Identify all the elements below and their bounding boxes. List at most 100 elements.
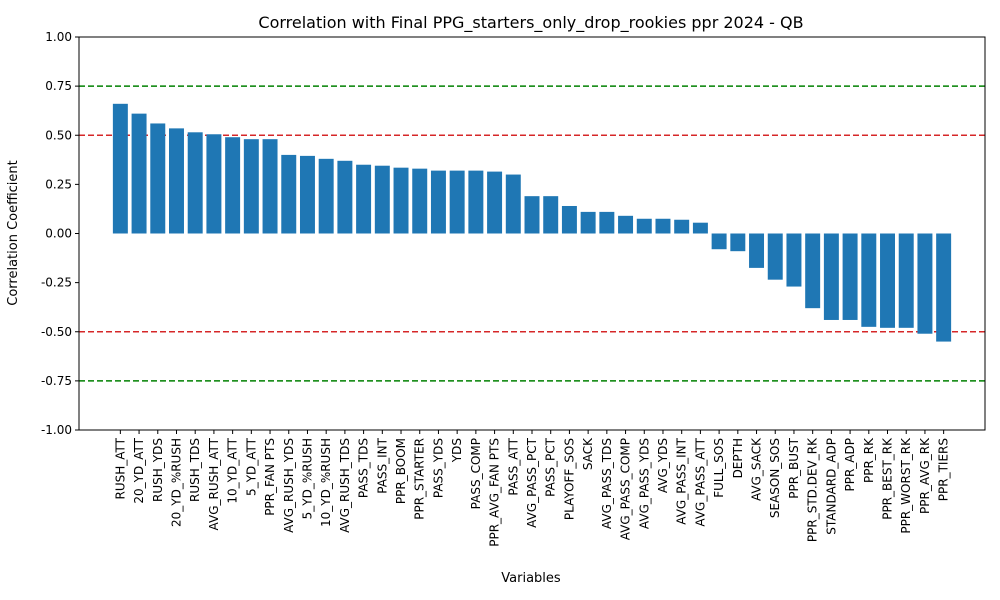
bar	[674, 219, 690, 234]
x-tick-label: PPR_STARTER	[413, 438, 427, 520]
bar	[169, 128, 184, 234]
bar	[449, 170, 465, 234]
x-tick-label: PPR_BOOM	[394, 438, 408, 504]
x-tick-label: PASS_INT	[375, 437, 389, 493]
bar	[861, 233, 877, 327]
x-tick-label: AVG_RUSH_YDS	[282, 438, 296, 533]
x-tick-label: 10_YD_ATT	[226, 437, 240, 503]
bar	[505, 174, 521, 234]
chart-title: Correlation with Final PPG_starters_only…	[258, 13, 803, 33]
x-tick-label: YDS	[450, 438, 464, 463]
y-tick-label: -0.25	[41, 276, 72, 290]
bar	[243, 139, 259, 234]
plot-frame	[78, 36, 986, 431]
bar	[337, 160, 353, 234]
x-tick-label: SEASON_SOS	[768, 438, 782, 518]
bar	[823, 233, 839, 320]
bar	[487, 171, 503, 234]
bar	[786, 233, 802, 287]
x-tick-label: 5_YD_ATT	[244, 437, 258, 496]
bars	[112, 103, 952, 342]
bar	[898, 233, 914, 328]
x-tick-label: PASS_COMP	[469, 438, 483, 509]
bar	[262, 139, 278, 234]
y-axis: -1.00 -0.75 -0.50 -0.25 0.00 0.25 0.50 0.75 1.00	[41, 30, 79, 437]
bar	[842, 233, 858, 320]
bar	[711, 233, 727, 250]
y-tick-label: 0.25	[45, 177, 72, 191]
x-tick-label: AVG_PASS_INT	[675, 437, 689, 524]
bar	[561, 205, 577, 234]
bar	[749, 233, 765, 268]
x-tick-label: AVG_PASS_YDS	[637, 438, 651, 529]
bar	[430, 170, 446, 234]
bar	[580, 211, 596, 234]
y-tick-label: 1.00	[45, 30, 72, 44]
y-tick-label: 0.50	[45, 128, 72, 142]
y-tick-label: -1.00	[41, 423, 72, 437]
y-tick-label: 0.00	[45, 227, 72, 241]
reference-lines	[79, 85, 985, 382]
x-tick-label: AVG_RUSH_TDS	[338, 438, 352, 533]
x-tick-label: SACK	[581, 437, 595, 470]
x-tick-label: PPR_BUST	[787, 437, 801, 498]
bar	[150, 123, 166, 234]
bar	[636, 218, 652, 234]
x-tick-label: RUSH_TDS	[188, 438, 202, 502]
x-tick-label: PPR_AVG_FAN PTS	[488, 438, 502, 547]
bar	[393, 167, 409, 234]
x-tick-label: PPR_ADP	[843, 438, 857, 492]
bar	[299, 155, 315, 234]
x-tick-label: RUSH_YDS	[151, 438, 165, 502]
x-tick-label: AVG_SACK	[750, 437, 764, 501]
y-tick-label: -0.50	[41, 325, 72, 339]
x-tick-label: AVG_RUSH_ATT	[207, 437, 221, 530]
bar	[936, 233, 952, 342]
x-tick-label: PPR_AVG_RK	[918, 437, 932, 514]
bar	[187, 132, 203, 234]
x-tick-label: PPR_STD.DEV_RK	[806, 437, 820, 542]
bar	[374, 165, 390, 234]
bar	[281, 154, 297, 234]
bar	[225, 137, 241, 234]
y-axis-label: Correlation Coefficient	[6, 160, 21, 306]
bar	[131, 113, 147, 234]
x-tick-label: RUSH_ATT	[113, 437, 127, 499]
bar	[730, 233, 746, 252]
x-tick-label: 5_YD_%RUSH	[300, 438, 314, 519]
bar	[880, 233, 895, 328]
x-tick-label: AVG_PASS_TDS	[600, 438, 614, 529]
x-tick-label: PPR_FAN PTS	[263, 438, 277, 516]
bar	[655, 218, 671, 234]
bar	[206, 134, 222, 234]
bar	[599, 211, 615, 234]
x-axis-label: Variables	[501, 571, 561, 586]
bar	[917, 233, 933, 334]
x-tick-label: PASS_ATT	[506, 437, 520, 495]
bar	[524, 196, 540, 234]
x-tick-label: FULL_SOS	[712, 438, 726, 498]
x-tick-label: AVG_PASS_COMP	[619, 438, 633, 540]
bar	[112, 103, 128, 234]
x-tick-label: PPR_RK	[862, 437, 876, 483]
bar	[318, 158, 334, 234]
x-tick-label: 10_YD_%RUSH	[319, 438, 333, 527]
x-tick-label: 20_YD_ATT	[132, 437, 146, 503]
x-tick-label: PLAYOFF_SOS	[562, 438, 576, 520]
x-tick-label: PASS_PCT	[544, 437, 558, 497]
x-tick-label: PPR_BEST_RK	[881, 437, 895, 520]
bar	[805, 233, 821, 309]
x-tick-label: PPR_TIERS	[937, 438, 951, 501]
x-tick-label: AVG_PASS_PCT	[525, 437, 539, 527]
x-tick-label: AVG_YDS	[656, 438, 670, 493]
x-tick-label: 20_YD_%RUSH	[169, 438, 183, 527]
x-tick-label: PASS_TDS	[357, 438, 371, 498]
bar	[767, 233, 783, 280]
x-axis: RUSH_ATT 20_YD_ATT RUSH_YDS 20_YD_%RUSH RUSH…	[113, 430, 951, 547]
x-tick-label: STANDARD_ADP	[824, 438, 838, 535]
y-tick-label: -0.75	[41, 374, 72, 388]
bar	[468, 170, 484, 234]
bar	[412, 168, 428, 234]
x-tick-label: AVG_PASS_ATT	[693, 437, 707, 526]
